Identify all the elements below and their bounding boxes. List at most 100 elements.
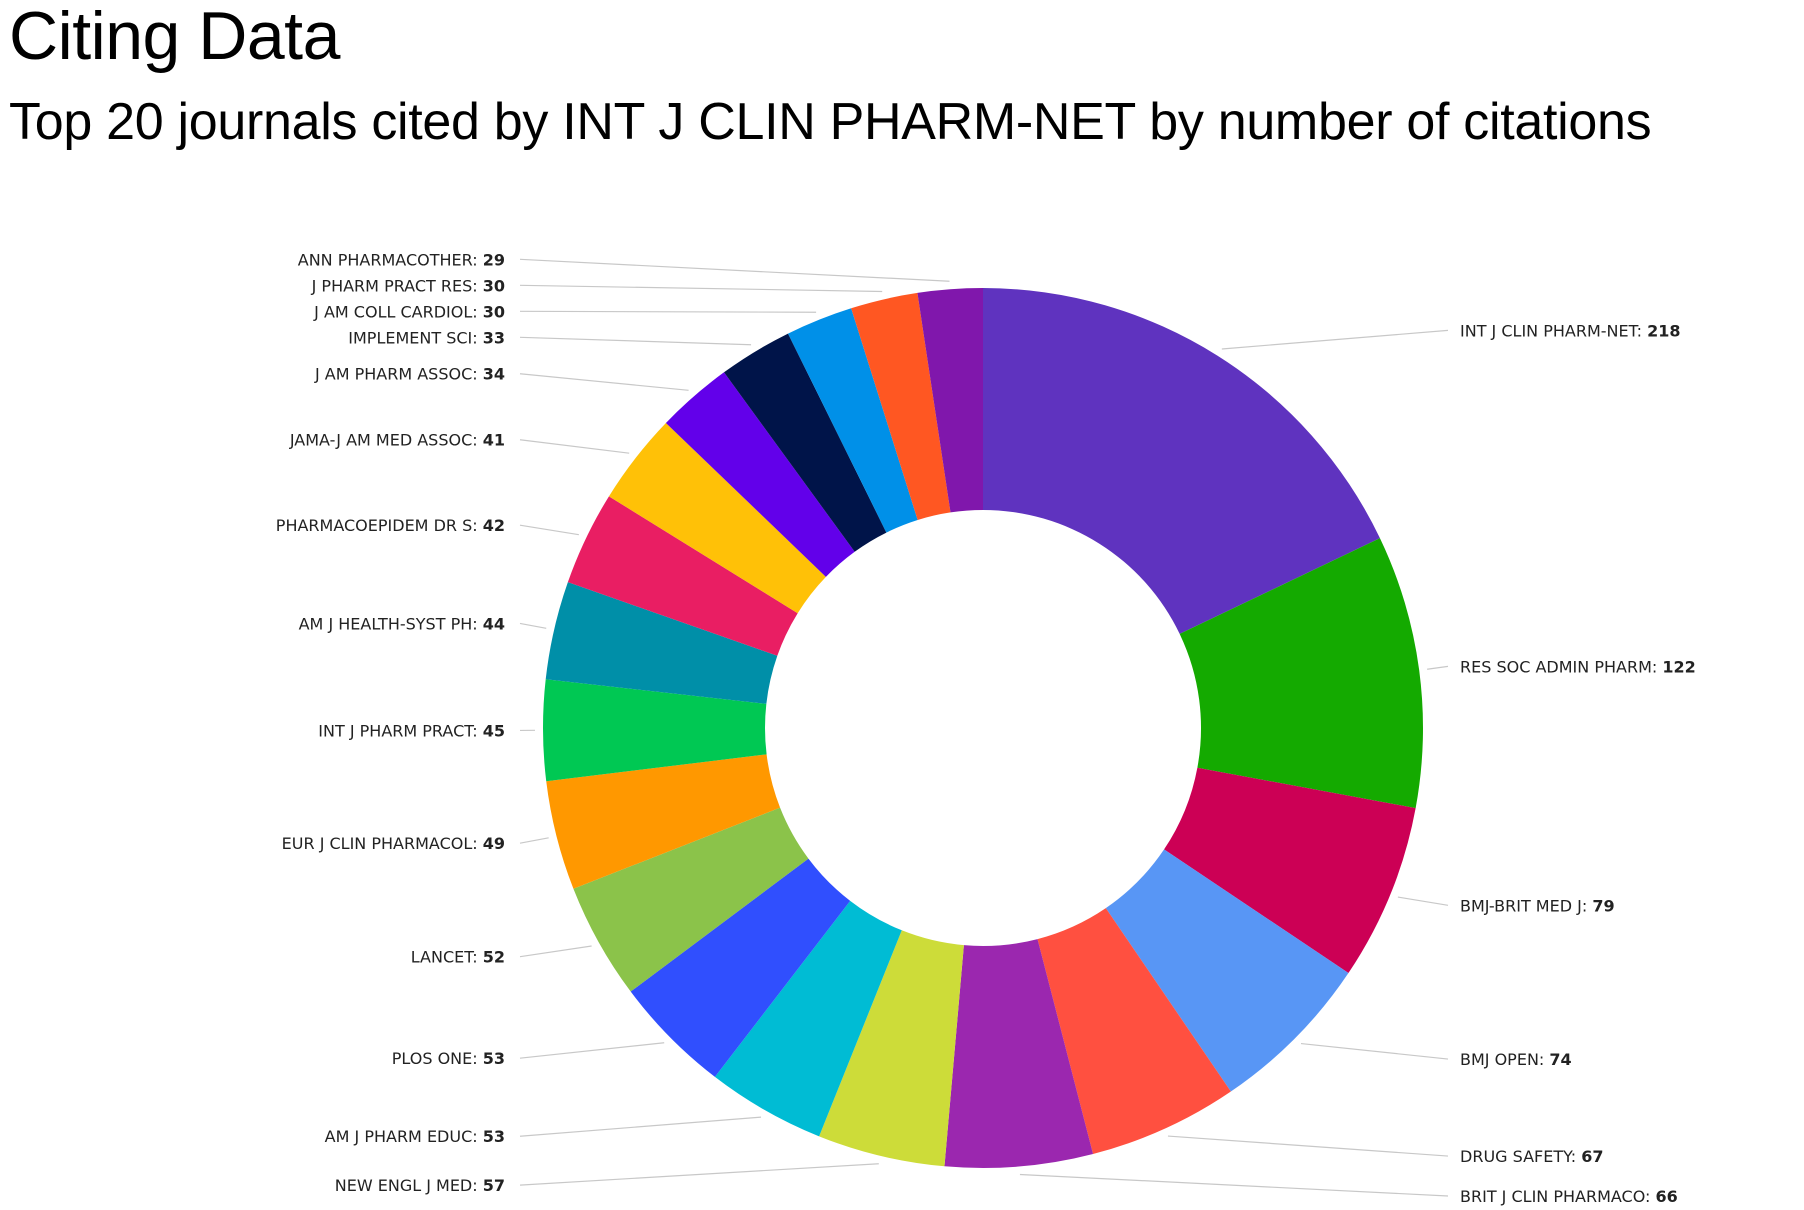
slice-label-value: 218 (1647, 321, 1680, 340)
leader-line-pharmacoepidem-dr-s (519, 524, 579, 536)
leader-line-res-soc-admin-pharm (1427, 665, 1449, 670)
slice-label-value: 29 (483, 250, 505, 269)
slice-label-name: J PHARM PRACT RES: (311, 276, 483, 295)
slice-label-name: BMJ-BRIT MED J: (1460, 896, 1592, 915)
slice-label-name: PHARMACOEPIDEM DR S: (276, 516, 483, 535)
leader-line-eur-j-clin-pharmacol (519, 837, 549, 844)
leader-line-ann-pharmacother (519, 258, 950, 282)
slice-label-plos-one: PLOS ONE: 53 (392, 1049, 505, 1068)
slice-j-am-pharm-assoc[interactable] (665, 372, 855, 577)
slice-label-name: AM J PHARM EDUC: (325, 1127, 483, 1146)
leader-line-brit-j-clin-pharmaco (1019, 1173, 1449, 1197)
slice-label-j-pharm-pract-res: J PHARM PRACT RES: 30 (311, 276, 505, 295)
slice-pharmacoepidem-dr-s[interactable] (567, 496, 798, 656)
slice-am-j-pharm-educ[interactable] (714, 900, 902, 1137)
slice-label-res-soc-admin-pharm: RES SOC ADMIN PHARM: 122 (1460, 657, 1696, 676)
slice-eur-j-clin-pharmacol[interactable] (546, 754, 781, 889)
slice-label-name: DRUG SAFETY: (1460, 1147, 1581, 1166)
slice-label-value: 53 (483, 1049, 505, 1068)
slice-implement-sci[interactable] (724, 333, 887, 552)
slice-label-value: 33 (483, 328, 505, 347)
slice-j-pharm-pract-res[interactable] (851, 292, 951, 521)
leader-line-lancet (519, 945, 592, 958)
slice-brit-j-clin-pharmaco[interactable] (944, 939, 1094, 1168)
slice-new-engl-j-med[interactable] (819, 930, 964, 1167)
slice-label-name: IMPLEMENT SCI: (348, 328, 482, 347)
slice-label-value: 122 (1662, 657, 1695, 676)
slice-label-value: 34 (483, 365, 505, 384)
leader-line-drug-safety (1167, 1135, 1449, 1157)
leader-line-int-j-clin-pharm-net (1221, 329, 1449, 350)
slice-label-name: RES SOC ADMIN PHARM: (1460, 657, 1662, 676)
slice-label-value: 53 (483, 1127, 505, 1146)
slice-label-new-engl-j-med: NEW ENGL J MED: 57 (335, 1176, 505, 1195)
slice-label-value: 52 (483, 948, 505, 967)
leader-line-bmj-brit-med-j (1397, 896, 1449, 906)
slice-label-pharmacoepidem-dr-s: PHARMACOEPIDEM DR S: 42 (276, 516, 505, 535)
leader-line-j-am-coll-cardiol (519, 310, 817, 313)
slice-res-soc-admin-pharm[interactable] (1179, 538, 1423, 809)
slice-label-eur-j-clin-pharmacol: EUR J CLIN PHARMACOL: 49 (282, 834, 505, 853)
leader-line-j-pharm-pract-res (519, 284, 883, 293)
slice-label-name: AM J HEALTH-SYST PH: (299, 614, 483, 633)
page-subtitle: Top 20 journals cited by INT J CLIN PHAR… (9, 93, 1652, 151)
leader-line-am-j-pharm-educ (519, 1116, 762, 1137)
slice-label-drug-safety: DRUG SAFETY: 67 (1460, 1147, 1604, 1166)
slice-label-value: 79 (1592, 896, 1614, 915)
slice-label-name: ANN PHARMACOTHER: (298, 250, 483, 269)
slice-label-bmj-open: BMJ OPEN: 74 (1460, 1050, 1572, 1069)
slice-label-bmj-brit-med-j: BMJ-BRIT MED J: 79 (1460, 896, 1615, 915)
slice-label-name: INT J CLIN PHARM-NET: (1460, 321, 1647, 340)
leader-line-implement-sci (519, 336, 752, 346)
slice-am-j-health-syst-ph[interactable] (545, 582, 778, 704)
slice-ann-pharmacother[interactable] (917, 288, 983, 513)
slice-label-j-am-coll-cardiol: J AM COLL CARDIOL: 30 (313, 302, 505, 321)
slice-bmj-open[interactable] (1105, 849, 1349, 1092)
slice-label-ann-pharmacother: ANN PHARMACOTHER: 29 (298, 250, 505, 269)
slice-label-name: J AM COLL CARDIOL: (313, 302, 483, 321)
slice-label-value: 42 (483, 516, 505, 535)
leader-line-j-am-pharm-assoc (519, 373, 689, 391)
slice-drug-safety[interactable] (1037, 908, 1231, 1155)
slice-label-name: LANCET: (411, 948, 483, 967)
slice-label-name: BMJ OPEN: (1460, 1050, 1549, 1069)
slice-label-value: 45 (483, 721, 505, 740)
slice-label-value: 67 (1581, 1147, 1603, 1166)
slice-label-value: 30 (483, 276, 505, 295)
leader-line-new-engl-j-med (519, 1163, 879, 1186)
slice-label-name: INT J PHARM PRACT: (318, 721, 482, 740)
slice-label-name: PLOS ONE: (392, 1049, 483, 1068)
slice-bmj-brit-med-j[interactable] (1164, 767, 1416, 974)
slice-label-int-j-pharm-pract: INT J PHARM PRACT: 45 (318, 721, 505, 740)
slice-label-value: 49 (483, 834, 505, 853)
slice-label-am-j-health-syst-ph: AM J HEALTH-SYST PH: 44 (299, 614, 505, 633)
slice-int-j-clin-pharm-net[interactable] (983, 288, 1380, 634)
slice-lancet[interactable] (573, 807, 809, 992)
slice-label-name: EUR J CLIN PHARMACOL: (282, 834, 483, 853)
slice-label-int-j-clin-pharm-net: INT J CLIN PHARM-NET: 218 (1460, 321, 1681, 340)
slice-label-value: 66 (1656, 1187, 1678, 1206)
slice-int-j-pharm-pract[interactable] (543, 679, 767, 782)
slice-j-am-coll-cardiol[interactable] (788, 308, 918, 533)
slice-label-am-j-pharm-educ: AM J PHARM EDUC: 53 (325, 1127, 505, 1146)
slice-label-name: NEW ENGL J MED: (335, 1176, 483, 1195)
slice-label-name: JAMA-J AM MED ASSOC: (289, 431, 483, 450)
leader-line-am-j-health-syst-ph (519, 622, 547, 629)
leader-line-jama-j-am-med-assoc (519, 439, 630, 454)
leader-line-bmj-open (1300, 1042, 1449, 1060)
slice-label-value: 41 (483, 431, 505, 450)
slice-label-j-am-pharm-assoc: J AM PHARM ASSOC: 34 (314, 365, 505, 384)
slice-jama-j-am-med-assoc[interactable] (608, 422, 826, 614)
slice-label-implement-sci: IMPLEMENT SCI: 33 (348, 328, 505, 347)
slice-label-value: 74 (1549, 1050, 1571, 1069)
slice-label-name: BRIT J CLIN PHARMACO: (1460, 1187, 1656, 1206)
slice-label-value: 44 (483, 614, 505, 633)
slice-label-jama-j-am-med-assoc: JAMA-J AM MED ASSOC: 41 (289, 431, 505, 450)
slice-plos-one[interactable] (630, 858, 851, 1077)
slice-label-brit-j-clin-pharmaco: BRIT J CLIN PHARMACO: 66 (1460, 1187, 1678, 1206)
slice-label-name: J AM PHARM ASSOC: (314, 365, 483, 384)
slice-label-value: 30 (483, 302, 505, 321)
leader-line-plos-one (519, 1042, 665, 1059)
page-title: Citing Data (9, 0, 340, 74)
